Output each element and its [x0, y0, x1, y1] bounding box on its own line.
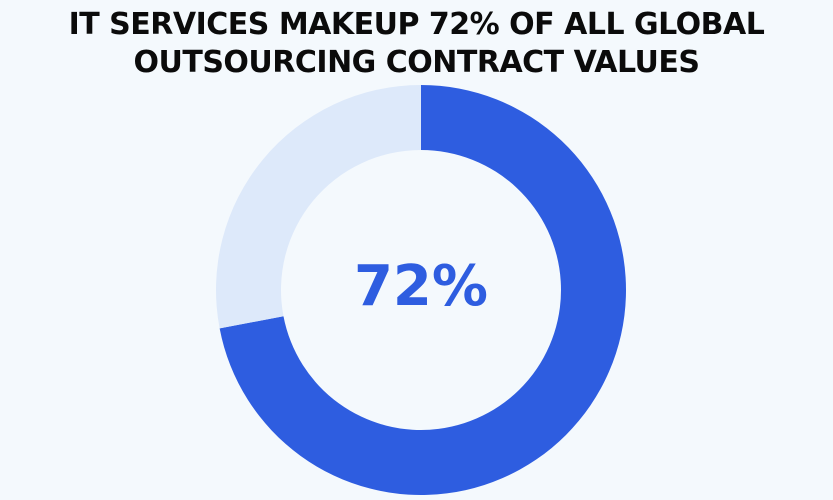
donut-slice-1: [219, 85, 627, 496]
chart-title-line-1: IT SERVICES MAKEUP 72% OF ALL GLOBAL: [68, 7, 765, 42]
donut-slice-2: [215, 85, 421, 329]
donut-slices: [215, 85, 627, 496]
center-percentage-label: 72%: [354, 254, 488, 319]
chart-title: IT SERVICES MAKEUP 72% OF ALL GLOBAL OUT…: [0, 6, 833, 82]
chart-title-line-2: OUTSOURCING CONTRACT VALUES: [133, 45, 701, 80]
